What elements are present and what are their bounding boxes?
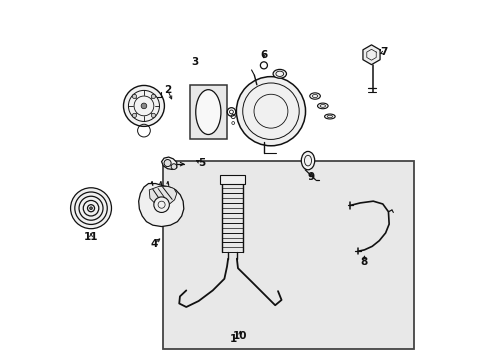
Text: 4: 4 — [150, 239, 158, 248]
Circle shape — [236, 77, 305, 146]
Ellipse shape — [195, 90, 221, 135]
Bar — [189, 85, 226, 139]
Circle shape — [154, 197, 169, 212]
Circle shape — [164, 159, 171, 167]
Ellipse shape — [309, 93, 320, 99]
Text: 7: 7 — [379, 47, 387, 57]
Text: 8: 8 — [360, 257, 367, 267]
Bar — [219, 175, 244, 184]
Polygon shape — [161, 157, 176, 170]
Text: 3: 3 — [191, 57, 198, 67]
Ellipse shape — [317, 103, 327, 109]
Polygon shape — [362, 45, 379, 65]
Text: 2: 2 — [163, 85, 171, 95]
Circle shape — [141, 103, 146, 109]
Text: 9: 9 — [307, 172, 314, 182]
Circle shape — [89, 207, 92, 210]
Circle shape — [132, 113, 136, 117]
Circle shape — [70, 188, 111, 229]
Text: 5: 5 — [198, 158, 204, 168]
Circle shape — [123, 85, 164, 126]
Ellipse shape — [324, 114, 334, 119]
Polygon shape — [139, 184, 183, 226]
Text: 1: 1 — [230, 334, 237, 345]
Text: 10: 10 — [233, 331, 247, 341]
Bar — [163, 161, 413, 349]
Polygon shape — [149, 186, 176, 206]
Circle shape — [132, 94, 136, 99]
Ellipse shape — [301, 152, 314, 170]
Text: 11: 11 — [83, 232, 98, 242]
Ellipse shape — [272, 69, 286, 78]
Text: 6: 6 — [260, 50, 267, 60]
Circle shape — [151, 94, 155, 99]
Circle shape — [151, 113, 155, 117]
Circle shape — [171, 164, 176, 170]
